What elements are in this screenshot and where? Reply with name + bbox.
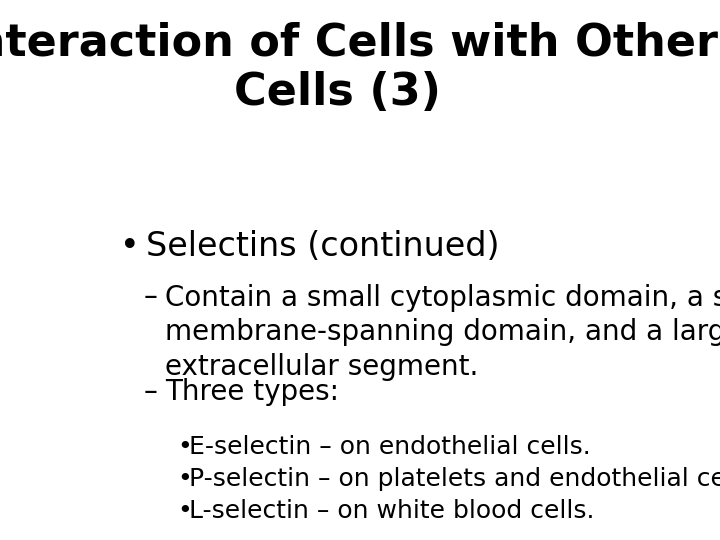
Text: –: –	[144, 284, 158, 312]
Text: •: •	[177, 467, 192, 491]
Text: •: •	[177, 435, 192, 458]
Text: Contain a small cytoplasmic domain, a single
membrane-spanning domain, and a lar: Contain a small cytoplasmic domain, a si…	[165, 284, 720, 381]
Text: Interaction of Cells with Other
Cells (3): Interaction of Cells with Other Cells (3…	[0, 22, 718, 114]
Text: Three types:: Three types:	[165, 378, 339, 406]
Text: –: –	[144, 378, 158, 406]
Text: •: •	[177, 500, 192, 523]
Text: L-selectin – on white blood cells.: L-selectin – on white blood cells.	[189, 500, 594, 523]
Text: P-selectin – on platelets and endothelial cells.: P-selectin – on platelets and endothelia…	[189, 467, 720, 491]
Text: Selectins (continued): Selectins (continued)	[146, 230, 500, 262]
Text: E-selectin – on endothelial cells.: E-selectin – on endothelial cells.	[189, 435, 590, 458]
Text: •: •	[120, 230, 140, 262]
